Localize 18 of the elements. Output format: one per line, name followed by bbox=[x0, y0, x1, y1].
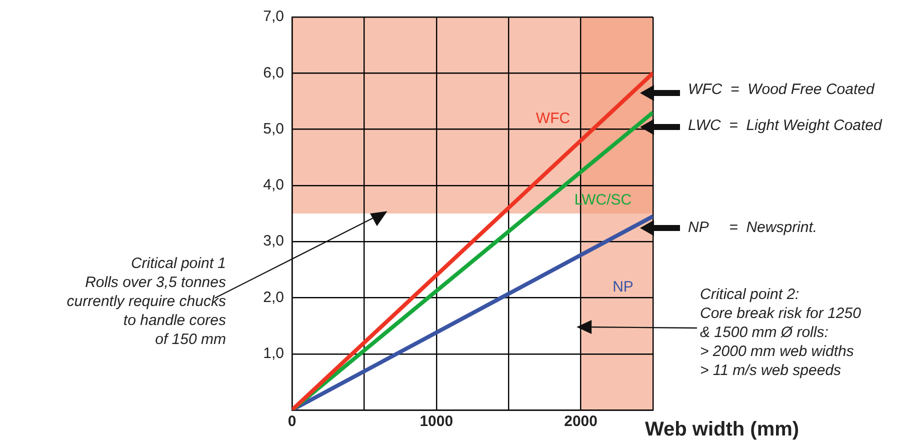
text: Critical point 1 Rolls over 3,5 tonnes currently require chucks to handle cores of 150 mm bbox=[66, 254, 226, 349]
y-tick-label: 7,0 bbox=[263, 8, 284, 26]
y-tick-label: 6,0 bbox=[263, 64, 284, 82]
x-tick-label: 0 bbox=[288, 413, 296, 430]
text: NP bbox=[612, 278, 634, 296]
text: Critical point 2: Core break risk for 1250 & 1500 mm Ø rolls: > 2000 mm web widths > 11 m/s web speeds bbox=[700, 285, 861, 380]
y-tick-label: 3,0 bbox=[263, 232, 284, 250]
text: LWC = Light Weight Coated bbox=[688, 116, 882, 135]
y-tick-label: 1,0 bbox=[263, 345, 284, 362]
text: NP = Newsprint. bbox=[688, 218, 818, 237]
y-tick-label: 4,0 bbox=[263, 176, 284, 194]
series-label: WFC bbox=[536, 110, 570, 128]
y-tick-label: 5,0 bbox=[263, 120, 284, 138]
x-axis-title: Web width (mm) bbox=[645, 418, 800, 441]
y-tick-label: 2,0 bbox=[263, 288, 284, 306]
text: WFC = Wood Free Coated bbox=[688, 80, 874, 99]
x-tick-label: 1000 bbox=[420, 413, 454, 430]
x-tick-label: 2000 bbox=[564, 413, 598, 430]
